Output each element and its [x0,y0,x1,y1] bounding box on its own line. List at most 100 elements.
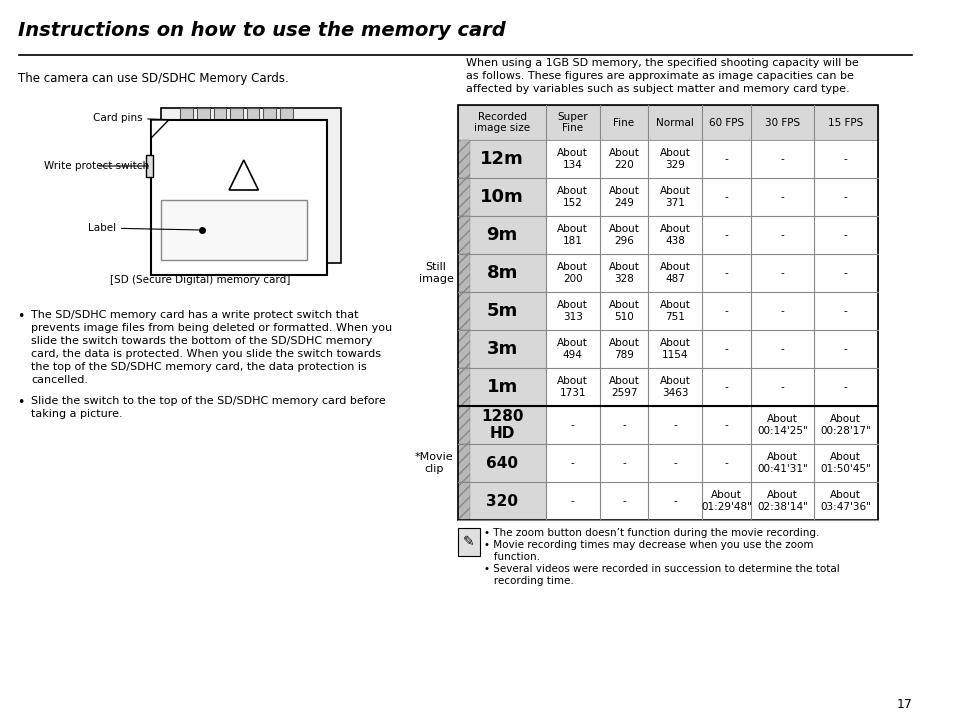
Text: -: - [843,268,847,278]
Text: About
00:41'31": About 00:41'31" [757,452,807,474]
Text: About
313: About 313 [557,301,588,322]
Text: Recorded
image size: Recorded image size [474,111,530,133]
Text: About
328: About 328 [608,262,639,284]
Bar [457,368,470,406]
Bar [457,406,545,444]
Text: About
220: About 220 [608,148,639,170]
Text: -: - [723,192,727,202]
Bar [247,108,259,133]
Bar [457,105,877,140]
Text: [SD (Secure Digital) memory card]: [SD (Secure Digital) memory card] [110,275,290,285]
Text: 10m: 10m [479,188,523,206]
Text: -: - [780,192,783,202]
Bar [457,292,470,330]
Text: 3m: 3m [486,340,517,358]
Bar [213,108,226,133]
Text: About
01:29'48": About 01:29'48" [700,490,751,512]
Text: About
134: About 134 [557,148,588,170]
Text: About
494: About 494 [557,338,588,360]
Bar [457,406,877,444]
Text: About
00:14'25": About 00:14'25" [757,414,807,436]
Bar [457,216,877,254]
Text: About
01:50'45": About 01:50'45" [820,452,870,474]
Text: -: - [570,496,574,506]
Text: 60 FPS: 60 FPS [708,117,743,127]
Text: -: - [780,230,783,240]
Text: Super
Fine: Super Fine [557,111,587,133]
Bar [457,482,545,520]
Text: About
1154: About 1154 [659,338,690,360]
Text: About
249: About 249 [608,186,639,208]
Text: -: - [843,230,847,240]
Text: -: - [723,230,727,240]
Text: • The zoom button doesn’t function during the movie recording.: • The zoom button doesn’t function durin… [483,528,818,538]
Text: -: - [673,458,677,468]
Text: the top of the SD/SDHC memory card, the data protection is: the top of the SD/SDHC memory card, the … [31,362,367,372]
Text: 1m: 1m [486,378,517,396]
Polygon shape [151,120,169,138]
Bar [457,178,470,216]
Bar [457,254,545,292]
Text: 8m: 8m [486,264,517,282]
Text: -: - [723,344,727,354]
Bar [146,155,152,177]
Bar [457,216,545,254]
Text: -: - [673,496,677,506]
Text: About
2597: About 2597 [608,376,639,398]
Text: 5m: 5m [486,302,517,320]
Bar [180,108,193,133]
Bar [457,406,470,444]
Text: The SD/SDHC memory card has a write protect switch that: The SD/SDHC memory card has a write prot… [31,310,358,320]
Bar [161,200,307,260]
Text: -: - [621,420,625,430]
Text: card, the data is protected. When you slide the switch towards: card, the data is protected. When you sl… [31,349,381,359]
Text: About
487: About 487 [659,262,690,284]
Text: About
03:47'36": About 03:47'36" [820,490,870,512]
Text: -: - [723,154,727,164]
Text: 17: 17 [896,698,912,711]
Text: • Movie recording times may decrease when you use the zoom: • Movie recording times may decrease whe… [483,540,812,550]
Bar [457,444,545,482]
Bar [457,216,470,254]
Text: About
751: About 751 [659,301,690,322]
Bar [457,444,470,482]
Text: recording time.: recording time. [483,576,573,586]
Text: About
181: About 181 [557,224,588,246]
Text: 12m: 12m [479,150,523,168]
Text: When using a 1GB SD memory, the specified shooting capacity will be: When using a 1GB SD memory, the specifie… [466,58,858,68]
Bar [457,140,545,178]
Bar [457,254,470,292]
Bar [457,178,545,216]
Text: The camera can use SD/SDHC Memory Cards.: The camera can use SD/SDHC Memory Cards. [17,72,288,85]
Text: -: - [843,154,847,164]
Text: -: - [621,458,625,468]
Text: About
00:28'17": About 00:28'17" [820,414,870,436]
Text: About
371: About 371 [659,186,690,208]
Text: -: - [673,420,677,430]
Bar [196,108,210,133]
Text: -: - [723,382,727,392]
Bar [457,528,479,556]
Text: ✎: ✎ [462,535,475,549]
Text: as follows. These figures are approximate as image capacities can be: as follows. These figures are approximat… [466,71,853,81]
Bar [457,482,877,520]
Polygon shape [229,160,258,190]
Text: 30 FPS: 30 FPS [764,117,800,127]
Text: Normal: Normal [656,117,694,127]
Bar [263,108,275,133]
Text: About
329: About 329 [659,148,690,170]
Text: prevents image files from being deleted or formatted. When you: prevents image files from being deleted … [31,323,392,333]
Text: -: - [843,344,847,354]
Text: -: - [723,458,727,468]
Text: About
510: About 510 [608,301,639,322]
Text: *Movie
clip: *Movie clip [415,452,453,474]
Bar [230,108,242,133]
Text: -: - [621,496,625,506]
Bar [457,292,877,330]
Text: 9m: 9m [486,226,517,244]
Text: 640: 640 [486,456,517,470]
Bar [457,330,877,368]
Text: -: - [723,306,727,316]
Bar [457,368,545,406]
Text: About
296: About 296 [608,224,639,246]
